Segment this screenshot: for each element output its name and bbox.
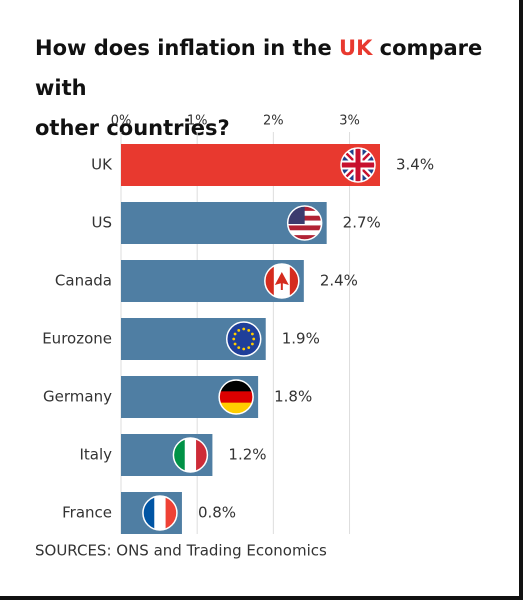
flag-ring — [264, 263, 300, 299]
flag — [154, 496, 166, 530]
y-tick-label: Italy — [79, 446, 112, 464]
flag-icon — [341, 148, 375, 182]
x-tick-label: 2% — [263, 114, 284, 129]
frame-edge — [519, 0, 523, 600]
flag — [242, 347, 246, 351]
flag — [247, 346, 251, 350]
flag — [237, 328, 241, 332]
flag-icon — [287, 206, 322, 240]
flag-ring — [172, 437, 209, 473]
x-tick-label: 3% — [339, 114, 360, 129]
flag — [289, 264, 299, 298]
flag-icon — [226, 322, 261, 356]
flag-ring — [218, 379, 254, 415]
flag — [232, 337, 236, 341]
title-text: How does inflation in the — [35, 36, 340, 60]
flag — [280, 283, 283, 290]
flag — [250, 342, 254, 346]
value-label: 2.4% — [320, 272, 358, 290]
value-label: 1.9% — [282, 330, 320, 348]
x-tick-label: 1% — [187, 114, 208, 129]
flag — [233, 342, 237, 346]
chart-title: How does inflation in the UK compare wit… — [35, 28, 515, 148]
y-tick-label: Canada — [55, 272, 112, 290]
flag — [287, 235, 322, 240]
flag — [274, 272, 289, 285]
flag — [287, 225, 322, 231]
flag — [219, 380, 254, 392]
flag — [250, 332, 254, 336]
flag-ring — [340, 147, 376, 183]
flag-ring — [142, 495, 178, 531]
y-tick-label: UK — [91, 156, 113, 174]
value-label: 0.8% — [198, 504, 236, 522]
source: SOURCES: ONS and Trading Economics — [35, 542, 327, 560]
flag — [233, 332, 237, 336]
flag — [247, 328, 251, 332]
value-label: 2.7% — [343, 214, 381, 232]
flag — [184, 438, 197, 472]
value-label: 1.2% — [228, 446, 266, 464]
flag — [237, 346, 241, 350]
flag-ring — [286, 205, 323, 241]
flag — [142, 496, 155, 530]
title-text: compare with — [35, 36, 483, 100]
flag-icon — [142, 496, 177, 530]
y-tick-label: US — [91, 214, 112, 232]
flag — [252, 337, 256, 341]
flag — [219, 402, 254, 414]
y-tick-label: Eurozone — [42, 330, 112, 348]
x-tick-label: 0% — [111, 114, 132, 129]
flag-ring — [225, 321, 262, 357]
flag — [341, 148, 375, 182]
flag-icon — [219, 380, 254, 414]
flag — [165, 496, 177, 530]
frame-edge — [0, 596, 523, 600]
flag-icon — [264, 264, 299, 298]
flag — [242, 327, 246, 331]
flag — [264, 264, 274, 298]
value-label: 1.8% — [274, 388, 312, 406]
flag — [219, 391, 254, 403]
value-label: 3.4% — [396, 156, 434, 174]
y-tick-label: France — [62, 504, 112, 522]
flag — [287, 230, 322, 236]
flag — [173, 438, 186, 472]
flag-icon — [173, 438, 208, 472]
y-tick-label: Germany — [43, 388, 112, 406]
title-highlight: UK — [339, 36, 373, 60]
bar — [121, 144, 380, 186]
flag — [196, 438, 208, 472]
